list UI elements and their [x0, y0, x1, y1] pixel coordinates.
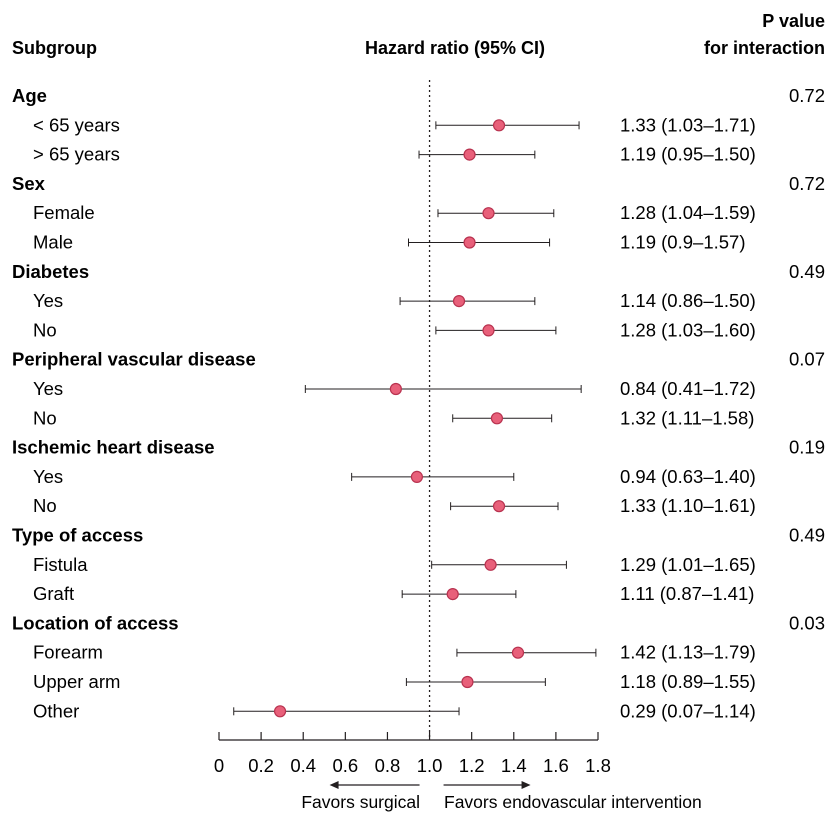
hazard-ratio-ci-text: 1.32 (1.11–1.58) — [620, 407, 754, 428]
subgroup-label: Fistula — [33, 554, 88, 575]
x-tick-label: 1.6 — [543, 755, 569, 776]
favors-surgical-label: Favors surgical — [301, 792, 420, 812]
hazard-ratio-point — [389, 382, 402, 396]
hazard-ratio-ci-text: 1.14 (0.86–1.50) — [620, 290, 756, 311]
p-value: 0.72 — [789, 85, 825, 106]
x-tick-label: 0.2 — [248, 755, 274, 776]
subgroup-label: > 65 years — [33, 144, 120, 165]
subgroup-label: No — [33, 319, 57, 340]
x-tick-label: 1.8 — [585, 755, 611, 776]
favors-left-arrow-head — [329, 781, 339, 789]
hazard-ratio-point — [511, 646, 525, 659]
p-value-header-line1: P value — [762, 11, 825, 31]
hazard-ratio-ci-text: 0.29 (0.07–1.14) — [620, 700, 756, 721]
subgroup-label: Upper arm — [33, 671, 120, 692]
subgroup-label: Forearm — [33, 642, 103, 663]
subgroup-label: Yes — [33, 466, 63, 487]
p-value: 0.72 — [789, 173, 825, 194]
hazard-ratio-ci-text: 0.84 (0.41–1.72) — [620, 378, 756, 399]
group-label: Sex — [12, 173, 46, 194]
subgroup-label: Yes — [33, 378, 63, 399]
hazard-ratio-ci-text: 1.33 (1.03–1.71) — [620, 114, 756, 135]
hazard-ratio-ci-text: 0.94 (0.63–1.40) — [620, 466, 756, 487]
forest-rows: Age 0.72 < 65 years 1.33 (1.03–1.71) > 65 ye… — [12, 80, 825, 740]
x-tick-label: 0.4 — [290, 755, 316, 776]
hazard-ratio-ci-text: 1.11 (0.87–1.41) — [620, 583, 754, 604]
hazard-ratio-point — [446, 587, 459, 601]
x-tick-label: 0 — [214, 755, 224, 776]
x-tick-label: 0.6 — [332, 755, 358, 776]
hazard-ratio-point — [461, 675, 474, 689]
subgroup-label: Other — [33, 700, 79, 721]
favors-endovascular-label: Favors endovascular intervention — [444, 792, 702, 812]
subgroup-label: < 65 years — [33, 114, 120, 135]
group-label: Type of access — [12, 525, 143, 546]
x-tick-label: 1.0 — [417, 755, 443, 776]
group-label: Diabetes — [12, 261, 89, 282]
hazard-ratio-point — [273, 705, 287, 718]
hazard-ratio-point — [482, 207, 495, 220]
subgroup-label: Graft — [33, 583, 74, 604]
hazard-ratio-ci-text: 1.28 (1.03–1.60) — [620, 319, 756, 340]
hazard-ratio-ci-text: 1.28 (1.04–1.59) — [620, 202, 756, 223]
hazard-ratio-ci-text: 1.18 (0.89–1.55) — [620, 671, 756, 692]
x-tick-label: 0.8 — [375, 755, 401, 776]
p-value: 0.07 — [789, 349, 825, 370]
subgroup-label: No — [33, 495, 57, 516]
p-value: 0.03 — [789, 612, 825, 633]
hazard-ratio-point — [410, 470, 424, 483]
x-tick-label: 1.2 — [459, 755, 485, 776]
hazard-ratio-ci-text: 1.19 (0.9–1.57) — [620, 232, 745, 253]
hazard-ratio-header: Hazard ratio (95% CI) — [365, 38, 545, 58]
hazard-ratio-ci-text: 1.29 (1.01–1.65) — [620, 554, 756, 575]
hazard-ratio-point — [492, 119, 506, 132]
subgroup-header: Subgroup — [12, 38, 97, 58]
subgroup-label: Yes — [33, 290, 63, 311]
favors-right-arrow-head — [521, 781, 531, 789]
x-axis: 0 0.2 0.4 0.6 0.8 1.0 1.2 1.4 1.6 1.8 — [214, 732, 611, 789]
subgroup-label: Male — [33, 232, 73, 253]
hazard-ratio-point — [463, 148, 476, 161]
hazard-ratio-point — [492, 500, 506, 513]
hazard-ratio-point — [452, 295, 466, 308]
p-value: 0.19 — [789, 437, 825, 458]
subgroup-label: No — [33, 407, 57, 428]
group-label: Location of access — [12, 612, 179, 633]
group-label: Ischemic heart disease — [12, 437, 215, 458]
hazard-ratio-point — [463, 236, 476, 249]
hazard-ratio-ci-text: 1.19 (0.95–1.50) — [620, 144, 756, 165]
hazard-ratio-point — [484, 558, 497, 571]
x-tick-label: 1.4 — [501, 755, 527, 776]
subgroup-label: Female — [33, 202, 95, 223]
p-value: 0.49 — [789, 525, 825, 546]
group-label: Peripheral vascular disease — [12, 349, 256, 370]
group-label: Age — [12, 85, 47, 106]
hazard-ratio-ci-text: 1.33 (1.10–1.61) — [620, 495, 756, 516]
hazard-ratio-point — [490, 412, 504, 425]
hazard-ratio-ci-text: 1.42 (1.13–1.79) — [620, 642, 756, 663]
hazard-ratio-point — [482, 324, 495, 337]
p-value: 0.49 — [789, 261, 825, 282]
p-value-header-line2: for interaction — [704, 38, 825, 58]
